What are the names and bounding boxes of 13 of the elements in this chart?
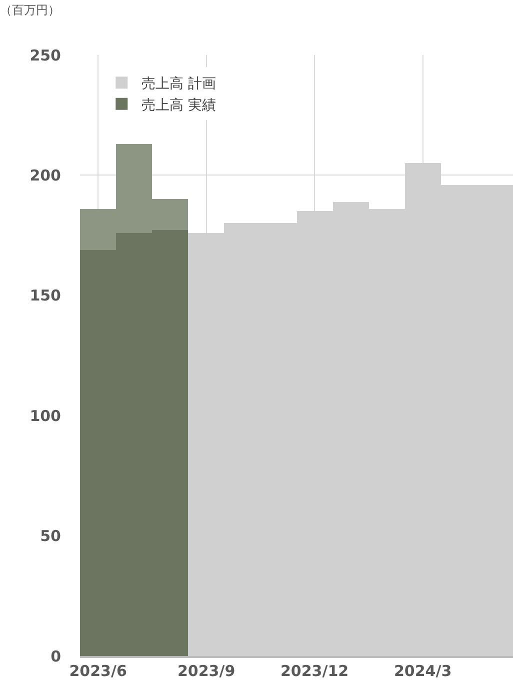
x-tick-label: 2023/6: [69, 662, 127, 680]
x-tick-label: 2023/9: [177, 662, 236, 680]
y-tick-label: 250: [30, 46, 61, 64]
y-tick-label: 0: [50, 647, 61, 666]
y-tick-label: 100: [30, 406, 61, 425]
y-tick-label: 50: [40, 527, 61, 546]
x-tick-label: 2024/3: [394, 662, 452, 680]
y-axis-title: （百万円）: [0, 3, 60, 17]
y-tick-label: 150: [30, 286, 61, 305]
legend-label: 売上高 実績: [142, 97, 216, 114]
legend-label: 売上高 計画: [142, 76, 216, 92]
x-tick-label: 2023/12: [280, 662, 349, 680]
y-tick-label: 200: [30, 166, 61, 184]
